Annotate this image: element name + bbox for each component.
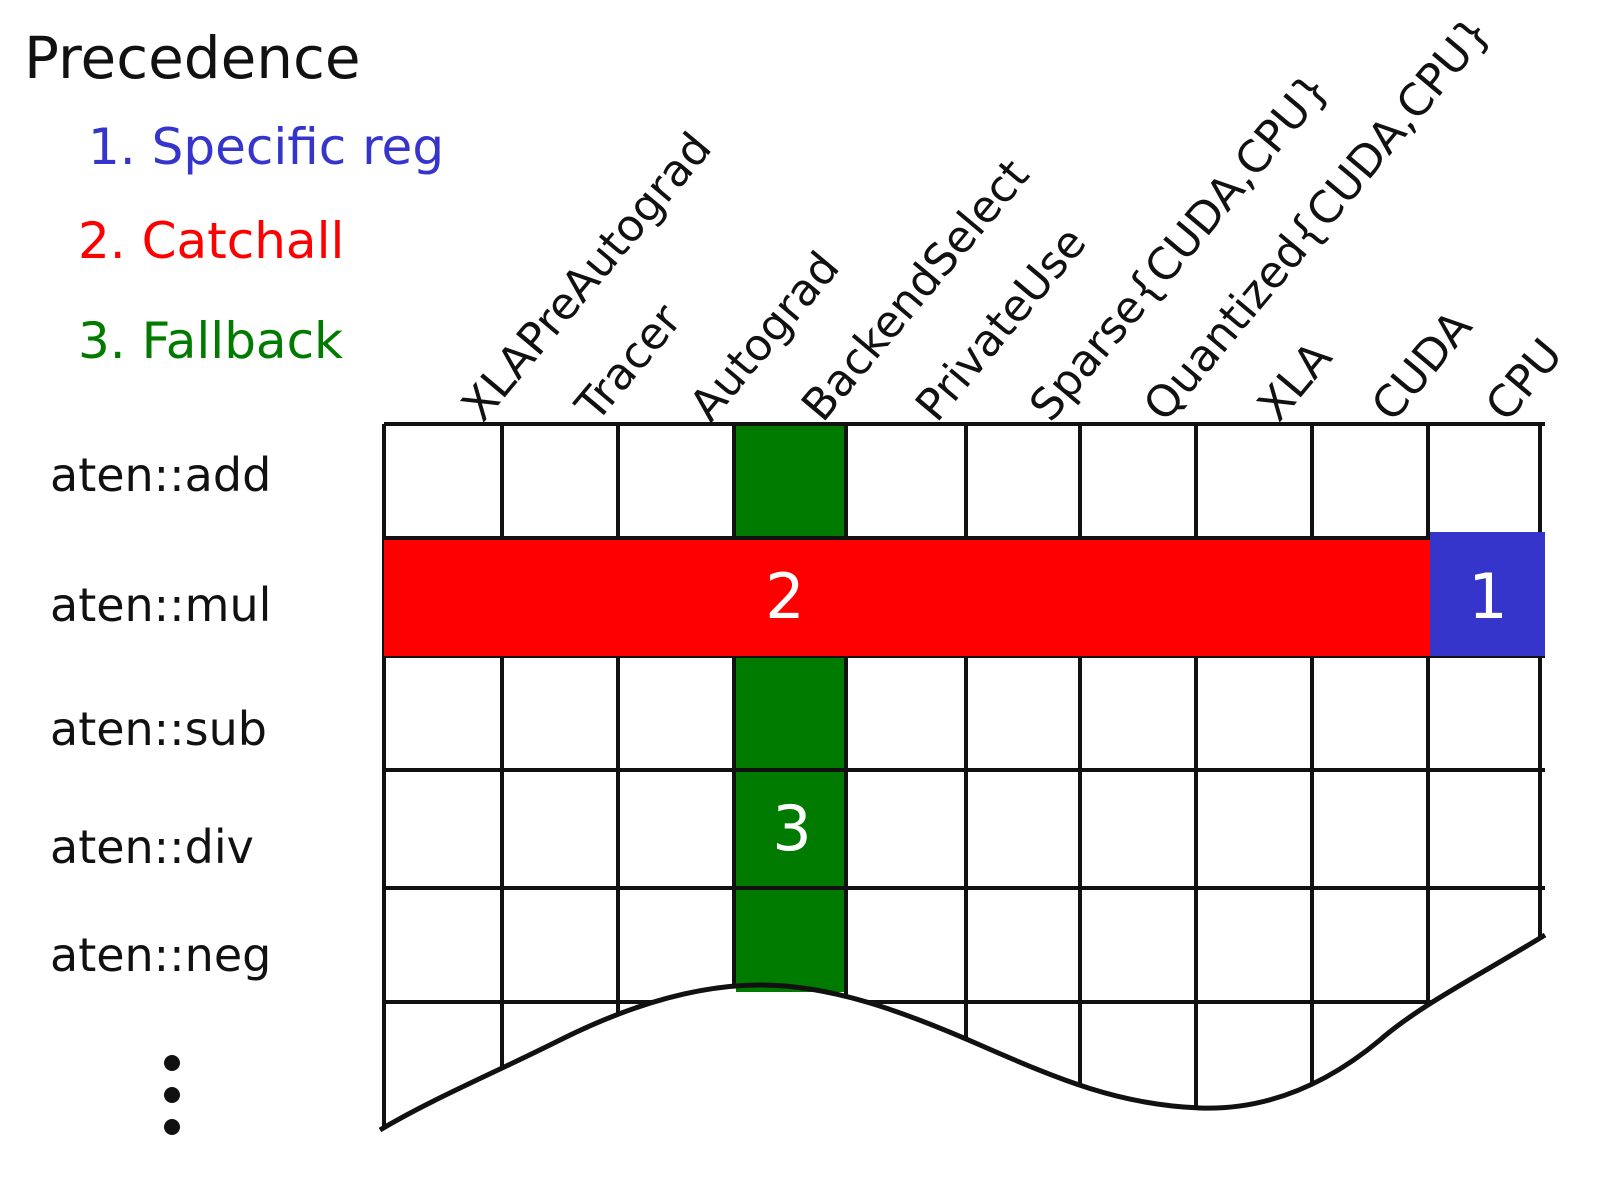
catchall-marker: 2	[765, 560, 805, 633]
fallback-marker: 3	[772, 792, 812, 865]
row-label-aten-add: aten::add	[50, 448, 272, 502]
fallback-column-highlight	[736, 422, 844, 992]
grid-lines	[382, 422, 1545, 1130]
legend-title: Precedence	[24, 24, 361, 92]
ellipsis-dot	[164, 1055, 180, 1071]
row-label-aten-div: aten::div	[50, 820, 254, 874]
specific-registration-cell	[1430, 532, 1545, 656]
specific-marker: 1	[1468, 560, 1508, 633]
row-label-aten-sub: aten::sub	[50, 702, 267, 756]
legend-fallback: 3. Fallback	[78, 312, 344, 370]
legend-catchall: 2. Catchall	[78, 212, 345, 270]
row-label-aten-neg: aten::neg	[50, 928, 272, 982]
ellipsis-dot	[164, 1087, 180, 1103]
legend-specific-registration: 1. Specific reg	[88, 118, 445, 176]
row-label-aten-mul: aten::mul	[50, 578, 272, 632]
catchall-row-highlight	[384, 540, 1430, 656]
more-rows-ellipsis	[158, 1055, 188, 1151]
ellipsis-dot	[164, 1119, 180, 1135]
torn-bottom-edge	[378, 932, 1547, 1133]
